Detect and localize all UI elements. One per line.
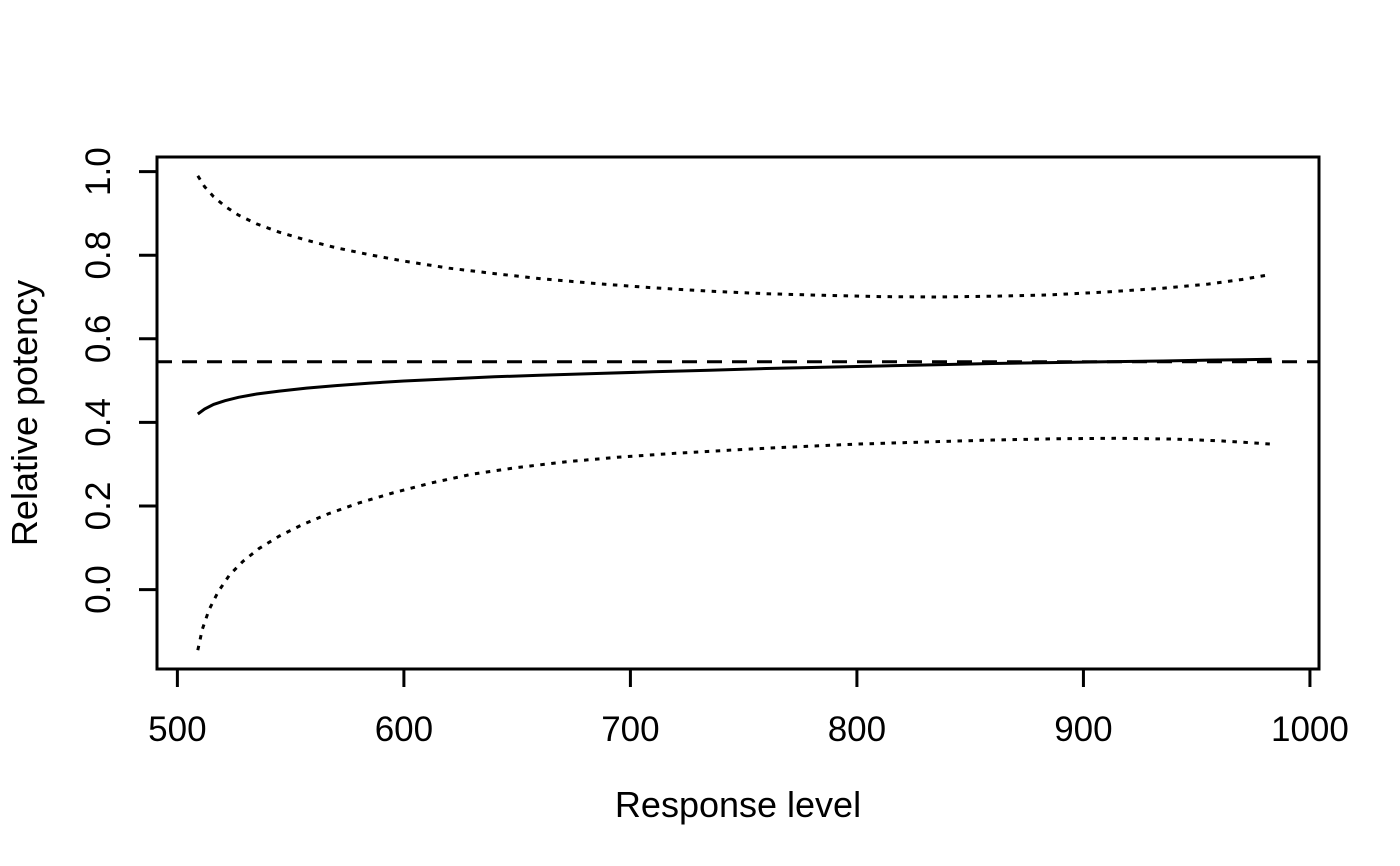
y-axis-tick-label: 0.8 [79, 231, 118, 280]
y-axis-tick-label: 1.0 [79, 147, 118, 196]
x-axis-tick-label: 500 [148, 710, 206, 749]
y-axis-tick-label: 0.2 [79, 482, 118, 531]
x-axis-tick-label: 700 [601, 710, 659, 749]
y-axis-title: Relative potency [4, 280, 45, 546]
y-axis-tick-label: 0.6 [79, 314, 118, 363]
plot-border [155, 155, 1321, 671]
y-axis-tick-label: 0.4 [79, 398, 118, 447]
y-axis-tick-label: 0.0 [79, 565, 118, 614]
x-axis-title: Response level [615, 784, 861, 825]
x-axis-tick-label: 800 [828, 710, 886, 749]
x-axis-tick-label: 900 [1054, 710, 1112, 749]
upper-confidence-limit-curve [196, 175, 1272, 299]
relative-potency-estimate-curve [196, 357, 1272, 416]
x-axis-tick-label: 1000 [1271, 710, 1349, 749]
x-axis-tick-label: 600 [375, 710, 433, 749]
lower-confidence-limit-curve [196, 436, 1272, 651]
